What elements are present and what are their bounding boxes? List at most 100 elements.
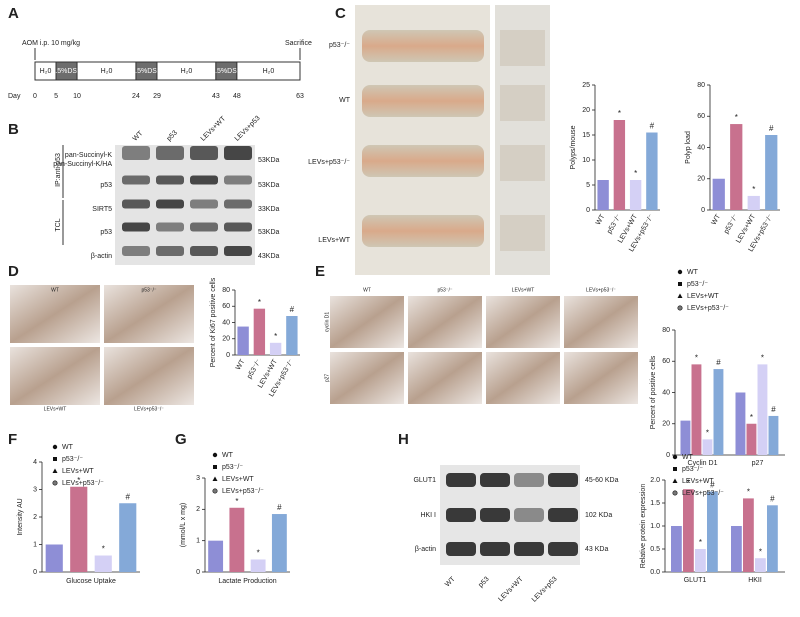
bar [237, 326, 249, 355]
y-tick-label: 60 [222, 303, 230, 310]
y-tick-label: 40 [662, 389, 670, 396]
x-tick-label: WT [235, 358, 247, 372]
y-tick-label: 0 [196, 569, 200, 576]
row-label: LEVs+WT [318, 237, 350, 244]
colon [362, 145, 484, 177]
legend-marker [53, 457, 57, 461]
y-tick-label: 3 [196, 475, 200, 482]
group-label: TCL [55, 218, 62, 231]
row-label: cyclin D1 [324, 312, 330, 333]
band [122, 199, 150, 209]
band [156, 222, 184, 232]
significance-mark: # [277, 503, 282, 512]
y-tick-label: 20 [662, 421, 670, 428]
colon-photos [362, 30, 545, 251]
size-label: 53KDa [258, 157, 280, 164]
bar [695, 549, 706, 572]
image [104, 285, 194, 343]
band [122, 246, 150, 256]
x-tick-label: WT [595, 213, 607, 227]
bar [712, 178, 725, 210]
x-tick-label: p53⁻/⁻ [246, 358, 263, 380]
row-label: p53⁻/⁻ [329, 42, 350, 49]
row-label: HKI I [420, 512, 436, 519]
y-tick-label: 20 [222, 336, 230, 343]
sacrifice-label: Sacrifice [285, 40, 312, 47]
legend-label: p53⁻/⁻ [222, 464, 243, 471]
legend-marker [212, 488, 218, 494]
band [514, 542, 544, 556]
legend-marker [673, 467, 677, 471]
row-label: p53 [100, 182, 112, 189]
size-label: 43 KDa [585, 546, 608, 553]
y-tick-label: 20 [697, 176, 705, 183]
panel-label: D [8, 263, 19, 280]
bar [119, 503, 137, 572]
y-tick-label: 3 [33, 486, 37, 493]
y-tick-label: 1.5 [650, 500, 660, 507]
image [486, 296, 560, 348]
band [122, 175, 150, 185]
image [10, 347, 100, 405]
y-axis-label: Relative protein expression [640, 484, 647, 569]
y-tick-label: 2 [196, 506, 200, 513]
bar [286, 316, 298, 355]
band [224, 199, 252, 209]
segment-label: 2.5%DSS [131, 68, 162, 75]
bar [70, 486, 88, 572]
band [548, 473, 578, 487]
size-label: 45-60 KDa [585, 477, 619, 484]
band [480, 473, 510, 487]
y-tick-label: 10 [582, 157, 590, 164]
panel-label: H [398, 431, 409, 448]
bar [94, 555, 112, 572]
chart: 0 1 2 3 4 Intensity AU Glucose Uptake WT * p53⁻/⁻… [17, 444, 140, 585]
lane-label: WT [444, 575, 457, 588]
image-label: p53⁻/⁻ [141, 287, 156, 293]
significance-mark: * [747, 488, 750, 497]
bar [702, 439, 713, 455]
legend-label: WT [62, 444, 74, 451]
legend-marker [672, 490, 678, 496]
y-tick-label: 1 [196, 538, 200, 545]
chart: 0 20 40 60 80 Percent of Ki67 positive cells W… [210, 277, 300, 398]
y-tick-label: 2.0 [650, 477, 660, 484]
bar [253, 308, 266, 355]
legend-marker [52, 468, 58, 473]
image [408, 352, 482, 404]
legend-marker [672, 454, 678, 460]
y-tick-label: 80 [697, 82, 705, 89]
legend-label: LEVs+p53⁻/⁻ [682, 490, 724, 497]
segment-label: H₂0 [40, 68, 52, 75]
row-label: SIRT5 [92, 206, 112, 213]
significance-mark: * [752, 185, 755, 194]
bar [765, 135, 778, 210]
bar [269, 342, 282, 355]
lane-label: LEVs+p53 [234, 115, 262, 143]
segment-label: H₂0 [263, 68, 275, 75]
y-tick-label: 60 [662, 358, 670, 365]
legend-label: WT [222, 452, 234, 459]
y-axis-label: Percent of positive cells [650, 355, 657, 429]
y-axis-label: Polyp load [685, 131, 692, 164]
legend-label: LEVs+WT [62, 468, 94, 475]
band [224, 222, 252, 232]
y-tick-label: 0.5 [650, 546, 660, 553]
legend-marker [672, 478, 678, 483]
bar [730, 124, 743, 210]
legend-label: LEVs+p53⁻/⁻ [687, 305, 729, 312]
lane-label: LEVs+p53 [531, 576, 559, 604]
significance-mark: * [634, 169, 637, 178]
day-tick-label: 10 [73, 93, 81, 100]
significance-mark: * [257, 549, 260, 558]
x-tick-label: p53⁻/⁻ [723, 213, 740, 235]
band [156, 146, 184, 160]
panel-label: E [315, 263, 325, 280]
y-axis-label: Polyps/mouse [570, 125, 577, 169]
x-tick-label: HKII [748, 577, 762, 584]
chart: 0510152025Polyps/mouseWT*p53⁻/⁻*LEVs+WT#… [570, 82, 660, 253]
panel-label: B [8, 121, 19, 138]
image [104, 347, 194, 405]
